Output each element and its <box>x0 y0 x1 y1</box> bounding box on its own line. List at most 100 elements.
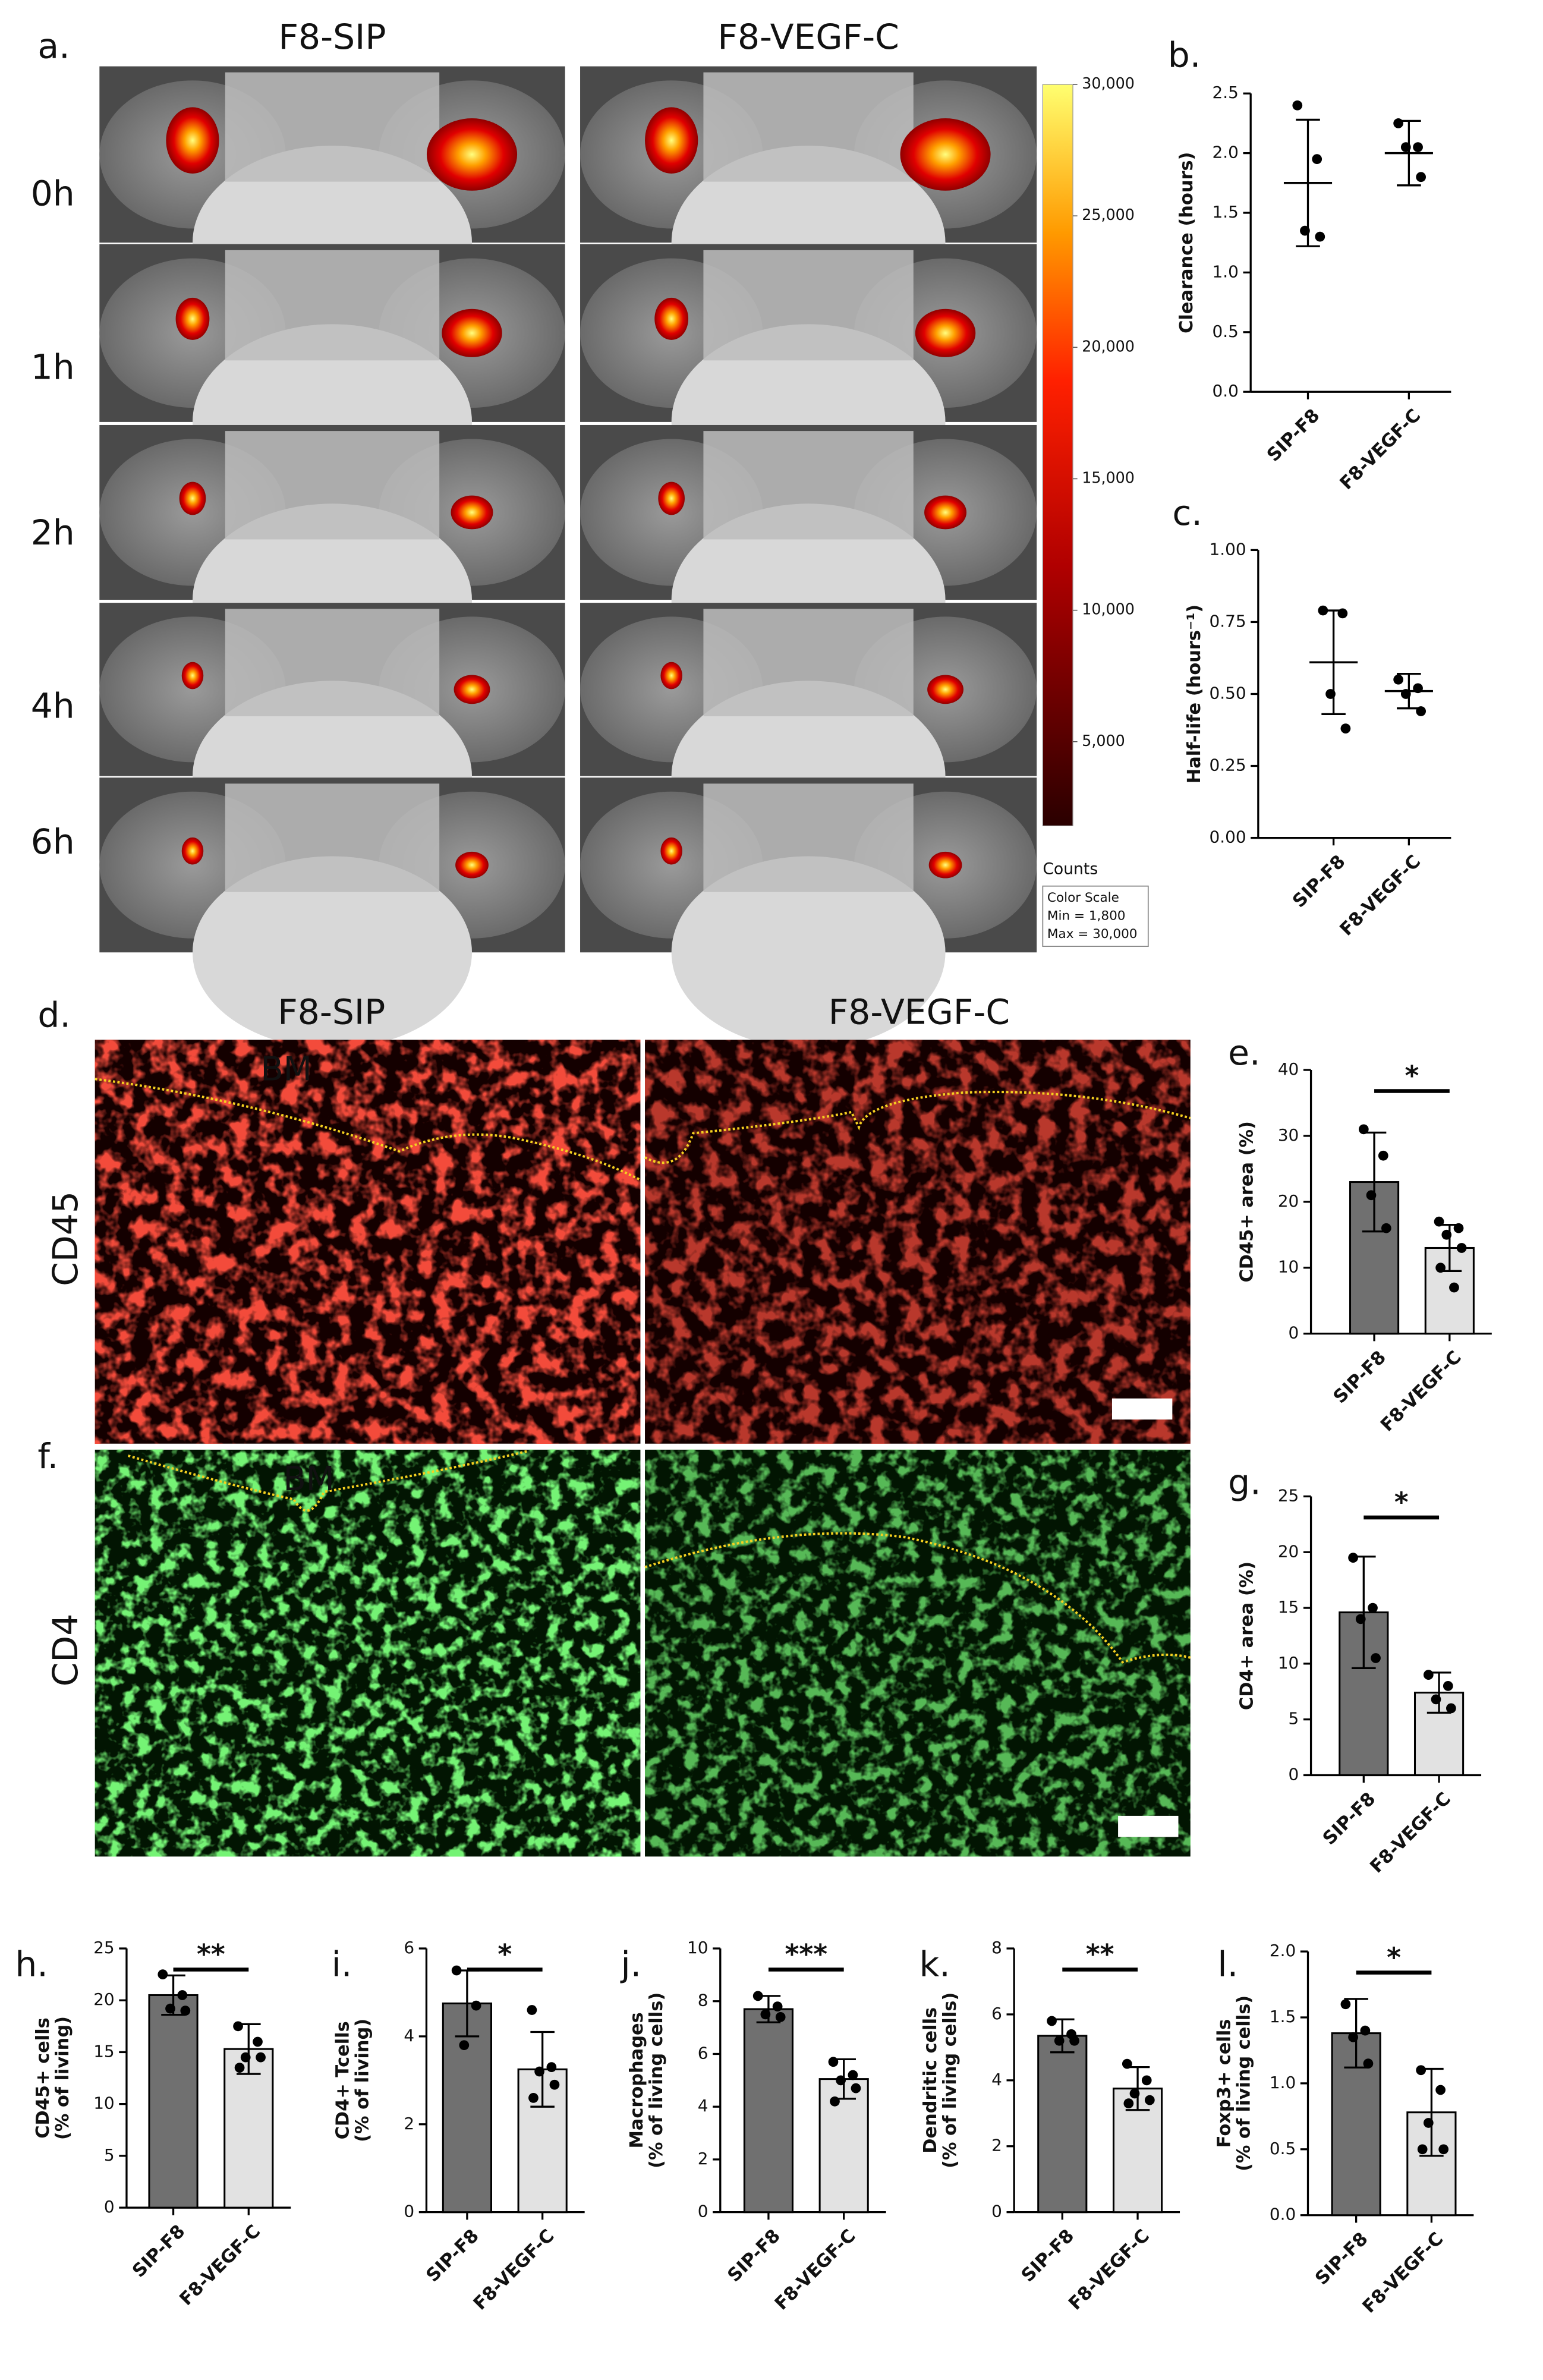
panel-letter: k. <box>919 1944 950 1985</box>
y-tick-label: 8 <box>698 1991 708 2010</box>
data-point <box>1423 1670 1434 1680</box>
signal <box>455 851 489 879</box>
y-tick-label: 10 <box>1278 1257 1299 1277</box>
panel-letter: a. <box>37 26 70 66</box>
row-label: 6h <box>31 821 75 862</box>
x-tick-label: SIP-F8 <box>1330 1347 1390 1408</box>
y-axis-label: CD4+ area (%) <box>1237 1562 1258 1710</box>
signal <box>175 297 210 340</box>
y-tick-label: 5 <box>104 2145 115 2165</box>
column-title: F8-SIP <box>278 17 386 57</box>
legend-text: Min = 1,800 <box>1047 908 1126 923</box>
signal <box>915 308 976 357</box>
data-point <box>158 1969 168 1979</box>
data-point <box>1315 231 1325 242</box>
y-tick-label: 40 <box>1278 1059 1299 1079</box>
data-point <box>1047 2016 1057 2026</box>
data-point <box>828 2057 839 2067</box>
patch <box>703 609 914 717</box>
data-point <box>534 2066 544 2077</box>
data-point <box>1360 2025 1371 2036</box>
data-point <box>775 2011 786 2022</box>
y-tick-label: 0 <box>698 2202 708 2221</box>
data-point <box>1441 1229 1452 1240</box>
bar <box>442 2002 492 2214</box>
signal <box>454 675 490 704</box>
significance-label: * <box>1394 1487 1409 1518</box>
y-tick-label: 1.0 <box>1270 2073 1296 2092</box>
data-point <box>1312 154 1322 165</box>
y-tick-label: 1.5 <box>1213 202 1239 222</box>
data-point <box>851 2083 861 2093</box>
y-axis-label: Half-life (hours⁻¹) <box>1184 605 1205 783</box>
data-point <box>1340 1999 1351 2010</box>
data-point <box>1340 723 1351 733</box>
y-tick-label: 6 <box>698 2043 708 2063</box>
data-point <box>165 2003 175 2014</box>
data-point <box>1069 2035 1079 2046</box>
data-point <box>1435 1263 1446 1273</box>
y-axis-label: Foxp3+ cells <box>1214 2019 1235 2148</box>
y-tick-label: 15 <box>93 2041 114 2061</box>
x-tick-label: F8-VEGF-C <box>1359 2228 1447 2317</box>
panel-letter: e. <box>1228 1032 1260 1073</box>
data-point <box>253 2036 263 2047</box>
data-point <box>256 2052 266 2063</box>
x-tick-label: F8-VEGF-C <box>1366 1789 1454 1877</box>
y-tick-label: 0 <box>1289 1323 1299 1343</box>
bar <box>223 2048 274 2209</box>
data-point <box>830 2096 840 2107</box>
basement-membrane <box>644 1532 1191 1664</box>
micrograph-texture <box>95 1040 641 1444</box>
scale-bar <box>1118 1815 1179 1837</box>
boundary-label: BM <box>260 1050 311 1089</box>
data-point <box>772 2001 783 2011</box>
signal <box>927 675 963 704</box>
row-label: 2h <box>31 512 75 553</box>
panel-letter: l. <box>1217 1944 1238 1985</box>
row-label: 0h <box>31 174 75 214</box>
data-point <box>1416 172 1427 182</box>
y-axis-label: CD45+ area (%) <box>1237 1121 1258 1282</box>
panel-letter: f. <box>37 1436 58 1477</box>
scale-bar <box>1111 1398 1173 1420</box>
data-point <box>1413 142 1423 152</box>
data-point <box>1348 2032 1358 2042</box>
data-point <box>528 2093 539 2103</box>
signal <box>924 495 967 530</box>
y-axis-label: (% of living) <box>52 2016 73 2140</box>
y-tick-label: 4 <box>404 2026 414 2045</box>
x-tick-label: F8-VEGF-C <box>470 2225 558 2314</box>
micrograph-texture <box>645 1040 1191 1444</box>
data-point <box>1144 2095 1155 2105</box>
column-title: F8-VEGF-C <box>717 17 899 57</box>
y-tick-label: 0 <box>104 2197 115 2217</box>
colorbar-label: Counts <box>1043 860 1098 878</box>
y-tick-label: 0.25 <box>1209 755 1246 775</box>
y-tick-label: 0.75 <box>1209 611 1246 631</box>
data-point <box>1122 2058 1132 2069</box>
basement-membrane <box>127 1450 528 1512</box>
x-tick-label: F8-VEGF-C <box>176 2221 264 2309</box>
x-tick-label: SIP-F8 <box>1311 2228 1372 2289</box>
data-point <box>1363 2058 1374 2069</box>
data-point <box>1129 2088 1140 2099</box>
colorbar-tick-label: 25,000 <box>1082 206 1135 223</box>
x-tick-label: F8-VEGF-C <box>1377 1347 1465 1435</box>
y-tick-label: 5 <box>1289 1709 1299 1729</box>
data-point <box>549 2079 560 2090</box>
patch <box>225 609 440 717</box>
colorbar-tick-label: 15,000 <box>1082 468 1135 486</box>
data-point <box>1381 1223 1391 1233</box>
signal <box>179 481 206 515</box>
y-tick-label: 30 <box>1278 1125 1299 1145</box>
y-tick-label: 2 <box>698 2149 708 2168</box>
y-tick-label: 25 <box>1278 1485 1299 1505</box>
y-tick-label: 8 <box>991 1938 1002 1957</box>
signal <box>660 837 682 865</box>
panel-letter: c. <box>1172 493 1202 533</box>
x-tick-label: SIP-F8 <box>1319 1789 1380 1849</box>
signal <box>451 495 493 530</box>
row-label: 4h <box>31 686 75 726</box>
panel-letter: i. <box>332 1944 352 1985</box>
